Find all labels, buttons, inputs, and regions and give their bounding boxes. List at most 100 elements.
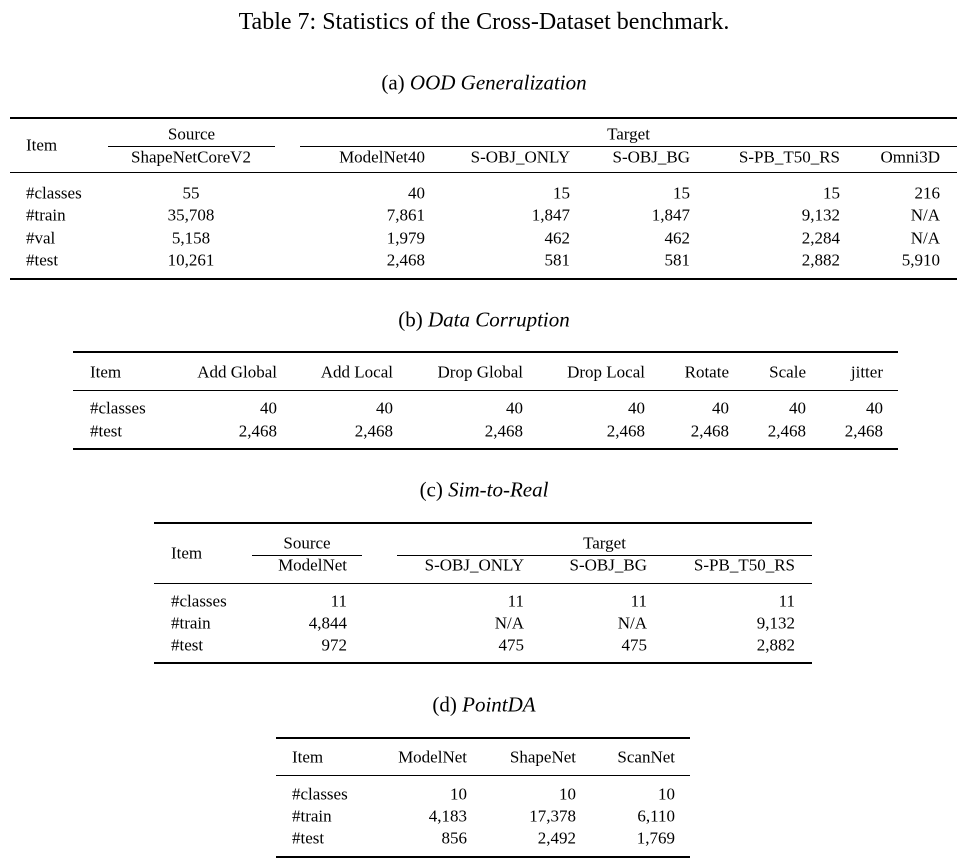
column-header: S-OBJ_BG — [569, 555, 647, 575]
group-header: Target — [607, 124, 650, 144]
cell: 1,847 — [531, 205, 570, 225]
cell: 15 — [553, 183, 570, 203]
table-label: (c) — [419, 477, 443, 502]
column-header: Rotate — [684, 362, 729, 382]
column-header: Drop Global — [437, 362, 523, 382]
cell: 2,468 — [354, 421, 393, 441]
rule — [108, 146, 275, 147]
cell: 40 — [260, 398, 277, 418]
rule — [154, 662, 812, 664]
cell: 10 — [450, 784, 467, 804]
cell: 35,708 — [167, 205, 215, 225]
rule — [276, 774, 690, 776]
row-label: #test — [171, 635, 204, 655]
row-label: #test — [292, 828, 325, 848]
cell: 10 — [658, 784, 675, 804]
column-header: S-OBJ_BG — [612, 147, 690, 167]
group-header: Target — [583, 533, 626, 553]
group-header: Source — [167, 124, 216, 144]
rule — [154, 522, 812, 524]
cell: 11 — [507, 591, 524, 611]
cell: 40 — [376, 398, 393, 418]
row-label: #train — [292, 806, 332, 826]
column-header: ScanNet — [617, 747, 675, 767]
cell: 2,468 — [606, 421, 645, 441]
cell: 462 — [544, 228, 571, 248]
column-header: Scale — [769, 362, 806, 382]
cell: 10 — [559, 784, 576, 804]
cell: 1,847 — [651, 205, 690, 225]
column-header: Item — [171, 543, 203, 563]
column-header: ModelNet — [278, 555, 347, 575]
cell: 40 — [789, 398, 806, 418]
table-label: (a) — [381, 70, 405, 95]
cell: 972 — [321, 635, 348, 655]
column-header: ShapeNetCoreV2 — [131, 147, 251, 167]
cell: 10,261 — [167, 250, 215, 270]
cell: 40 — [506, 398, 523, 418]
cell: 40 — [628, 398, 645, 418]
table-subtitle: (d) PointDA — [432, 692, 535, 717]
row-label: #test — [26, 250, 59, 270]
rule — [10, 171, 957, 173]
cell: 856 — [441, 828, 468, 848]
cell: N/A — [910, 205, 940, 225]
cell: 2,284 — [801, 228, 840, 248]
cell: 2,468 — [690, 421, 729, 441]
column-header: Add Global — [197, 362, 277, 382]
cell: 216 — [914, 183, 941, 203]
cell: 2,468 — [844, 421, 883, 441]
row-label: #train — [171, 613, 211, 633]
table-subtitle: (c) Sim-to-Real — [419, 477, 549, 502]
column-header: ShapeNet — [509, 747, 576, 767]
row-label: #test — [90, 421, 123, 441]
cell: 11 — [630, 591, 647, 611]
rule — [276, 856, 690, 858]
column-header: Add Local — [320, 362, 393, 382]
row-label: #classes — [171, 591, 227, 611]
table-subtitle: (b) Data Corruption — [398, 307, 570, 332]
cell: 2,468 — [238, 421, 277, 441]
cell: 475 — [498, 635, 525, 655]
cell: 40 — [712, 398, 729, 418]
cell: 2,882 — [756, 635, 795, 655]
group-header: Source — [283, 533, 331, 553]
cell: 2,468 — [484, 421, 523, 441]
cell: 55 — [182, 183, 200, 203]
column-header: ModelNet — [398, 747, 467, 767]
rule — [73, 351, 898, 353]
rule — [154, 582, 812, 584]
cell: 581 — [544, 250, 571, 270]
rule — [300, 146, 957, 147]
column-header: Item — [26, 135, 58, 154]
rule — [73, 448, 898, 450]
cell: 15 — [673, 183, 690, 203]
rule — [276, 737, 690, 739]
table-title: Sim-to-Real — [448, 477, 549, 502]
cell: 4,844 — [308, 613, 347, 633]
cell: N/A — [617, 613, 647, 633]
cell: 5,158 — [171, 228, 211, 248]
cell: 40 — [866, 398, 883, 418]
cell: 9,132 — [756, 613, 795, 633]
cell: 40 — [408, 183, 425, 203]
rule — [10, 117, 957, 119]
table-label: (b) — [398, 307, 423, 332]
cell: N/A — [494, 613, 524, 633]
table-label: (d) — [432, 692, 457, 717]
table-title: Data Corruption — [427, 307, 570, 332]
cell: 17,378 — [529, 806, 576, 826]
column-header: S-OBJ_ONLY — [424, 555, 524, 575]
column-header: ModelNet40 — [339, 147, 425, 167]
cell: N/A — [910, 228, 940, 248]
cell: 2,468 — [386, 250, 425, 270]
row-label: #train — [26, 205, 66, 225]
table-title: OOD Generalization — [409, 70, 587, 95]
row-label: #classes — [26, 183, 82, 203]
cell: 6,110 — [637, 806, 675, 826]
cell: 2,492 — [537, 828, 576, 848]
column-header: Omni3D — [880, 147, 941, 167]
column-header: S-PB_T50_RS — [693, 555, 795, 575]
cell: 5,910 — [901, 250, 940, 270]
table-caption: Table 7: Statistics of the Cross-Dataset… — [238, 9, 730, 35]
